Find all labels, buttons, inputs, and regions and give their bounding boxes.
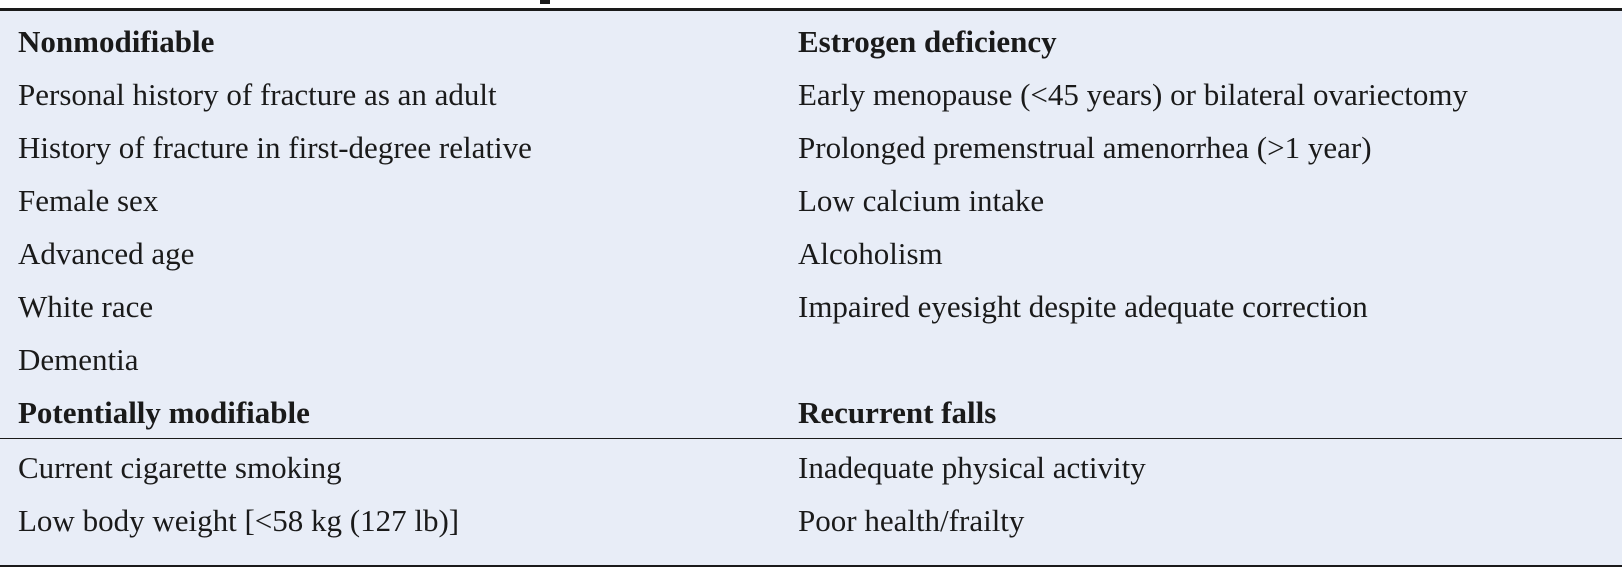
table-cell: Low body weight [<58 kg (127 lb)]: [18, 503, 460, 538]
risk-factor-table: Nonmodifiable Estrogen deficiency Person…: [0, 8, 1622, 567]
table-cell: Low calcium intake: [798, 183, 1045, 218]
section-header-row: Nonmodifiable Estrogen deficiency: [0, 15, 1622, 68]
table-row: Personal history of fracture as an adult…: [0, 68, 1622, 121]
table-cell: Alcoholism: [798, 236, 943, 271]
table-row: Female sex Low calcium intake: [0, 174, 1622, 227]
table-cell: Potentially modifiable: [18, 395, 310, 430]
table-cell: Advanced age: [18, 236, 195, 271]
table-row: Current cigarette smoking Inadequate phy…: [0, 441, 1622, 494]
table-row: Low body weight [<58 kg (127 lb)] Poor h…: [0, 494, 1622, 547]
table-cell: History of fracture in first-degree rela…: [18, 130, 532, 165]
section-header-row: Potentially modifiable Recurrent falls: [0, 386, 1622, 439]
table-cell: Prolonged premenstrual amenorrhea (>1 ye…: [798, 130, 1372, 165]
table-cell: Current cigarette smoking: [18, 450, 342, 485]
table-row: White race Impaired eyesight despite ade…: [0, 280, 1622, 333]
table-cell: Nonmodifiable: [18, 24, 215, 59]
table-cell: Female sex: [18, 183, 159, 218]
table-cell: White race: [18, 289, 154, 324]
table-cell: Poor health/frailty: [798, 503, 1025, 538]
table-cell: Inadequate physical activity: [798, 450, 1146, 485]
table-cell: Early menopause (<45 years) or bilateral…: [798, 77, 1468, 112]
table-cell: Recurrent falls: [798, 395, 997, 430]
table-row: Advanced age Alcoholism: [0, 227, 1622, 280]
table-cell: Dementia: [18, 342, 139, 377]
table-cell: Estrogen deficiency: [798, 24, 1057, 59]
table-row: History of fracture in first-degree rela…: [0, 121, 1622, 174]
table-cell: Personal history of fracture as an adult: [18, 77, 497, 112]
clipped-caption-fragment: [540, 0, 550, 4]
table-row: Dementia: [0, 333, 1622, 386]
table-cell: Impaired eyesight despite adequate corre…: [798, 289, 1368, 324]
